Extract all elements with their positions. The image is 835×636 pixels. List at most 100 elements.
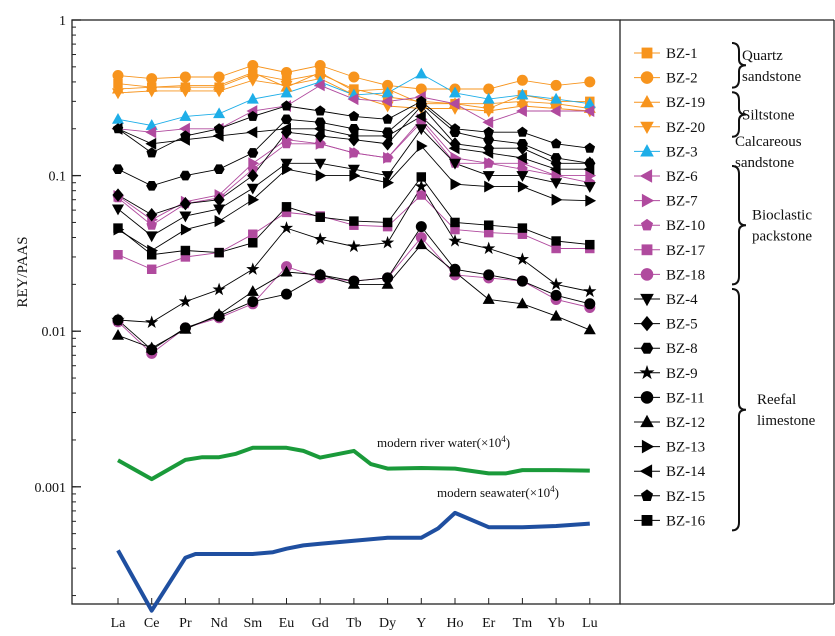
- legend-marker: [639, 364, 655, 380]
- data-point: [517, 180, 529, 193]
- data-point: [583, 105, 595, 118]
- data-point: [448, 234, 462, 247]
- data-point: [313, 79, 325, 92]
- data-point: [583, 182, 596, 193]
- legend-label: BZ-6: [666, 169, 698, 185]
- legend-label: BZ-5: [666, 317, 698, 333]
- legend: BZ-1 BZ-2 BZ-19 BZ-20 BZ-3 BZ-6 BZ-7 BZ-10 BZ-17…: [634, 42, 816, 532]
- data-point: [112, 314, 124, 326]
- data-point: [382, 113, 393, 124]
- data-point: [178, 294, 193, 308]
- legend-marker: [641, 244, 653, 256]
- data-point: [550, 153, 562, 163]
- data-point: [482, 241, 496, 255]
- series-markers-bz-5: [112, 99, 596, 222]
- data-point: [146, 147, 157, 158]
- data-point: [383, 176, 394, 189]
- series-markers-bz-9: [111, 179, 597, 328]
- data-point: [111, 329, 125, 340]
- legend-label: BZ-2: [666, 71, 698, 87]
- legend-group-label: packstone: [752, 229, 812, 245]
- legend-group-label: Quartz: [742, 48, 783, 64]
- data-point: [281, 163, 293, 176]
- series-markers-bz-4: [111, 124, 596, 243]
- data-point: [381, 171, 394, 182]
- data-point: [448, 142, 460, 155]
- data-point: [279, 221, 294, 234]
- data-point: [247, 296, 259, 308]
- data-point: [213, 123, 225, 134]
- data-point: [583, 323, 596, 335]
- data-point: [448, 158, 462, 170]
- data-point: [347, 277, 360, 289]
- data-point: [179, 196, 191, 211]
- legend-marker: [640, 144, 654, 157]
- data-point: [280, 265, 293, 277]
- data-point: [145, 315, 159, 328]
- data-point: [416, 172, 427, 182]
- data-point: [382, 217, 393, 228]
- x-tick-label: Nd: [211, 616, 228, 631]
- data-point: [482, 146, 494, 159]
- legend-group-brace: [731, 165, 747, 286]
- legend-label: BZ-9: [666, 366, 698, 382]
- legend-group-label: sandstone: [735, 155, 795, 171]
- legend-group-label: Calcareous: [735, 134, 802, 150]
- legend-group-label: sandstone: [742, 69, 802, 85]
- data-point: [248, 193, 260, 206]
- plot-frame: [71, 19, 835, 605]
- data-point: [247, 148, 259, 158]
- data-point: [516, 74, 528, 86]
- legend-label: BZ-18: [666, 267, 705, 283]
- data-point: [112, 123, 124, 134]
- data-point: [584, 142, 596, 153]
- legend-marker: [639, 464, 653, 479]
- data-point: [415, 221, 427, 233]
- y-axis: REY/PAAS 1 0.1 0.01 0.001: [15, 14, 81, 597]
- legend-marker: [641, 193, 655, 208]
- data-point: [448, 86, 462, 98]
- legend-group-label: Bioclastic: [752, 208, 812, 224]
- legend-marker: [641, 47, 653, 59]
- data-point: [146, 208, 158, 222]
- reference-line-label: modern seawater(×104): [437, 484, 559, 500]
- data-point: [550, 92, 563, 104]
- data-point: [145, 126, 157, 139]
- legend-group-label: limestone: [757, 413, 816, 429]
- data-point: [180, 245, 191, 256]
- data-point: [482, 293, 495, 304]
- legend-label: BZ-15: [666, 489, 705, 505]
- series-markers-bz-14: [111, 110, 595, 176]
- y-axis-label: REY/PAAS: [15, 236, 31, 307]
- legend-group-label: Siltstone: [742, 108, 795, 124]
- data-point: [248, 229, 258, 239]
- data-point: [483, 269, 495, 281]
- data-point: [247, 168, 259, 183]
- data-point: [450, 178, 462, 191]
- y-tick-label: 0.001: [35, 481, 67, 496]
- data-point: [246, 92, 259, 104]
- data-point: [314, 158, 327, 170]
- data-point: [516, 139, 528, 149]
- data-point: [516, 88, 529, 100]
- data-point: [146, 264, 157, 275]
- data-point: [280, 114, 293, 125]
- legend-label: BZ-1: [666, 46, 698, 62]
- series-markers-bz-2: [112, 60, 596, 95]
- data-point: [381, 86, 394, 98]
- x-tick-label: Pr: [179, 616, 192, 631]
- data-point: [482, 92, 495, 104]
- data-point: [347, 93, 359, 106]
- legend-group-brace: [731, 288, 747, 532]
- legend-marker: [640, 414, 654, 428]
- data-point: [180, 223, 192, 236]
- y-tick-label: 0.1: [49, 170, 67, 185]
- x-tick-label: Tb: [346, 616, 362, 631]
- data-point: [112, 164, 124, 174]
- reference-line: [116, 510, 590, 613]
- data-point: [146, 219, 157, 230]
- data-point: [246, 285, 259, 296]
- data-point: [585, 194, 597, 207]
- data-point: [111, 204, 125, 216]
- legend-label: BZ-11: [666, 390, 705, 406]
